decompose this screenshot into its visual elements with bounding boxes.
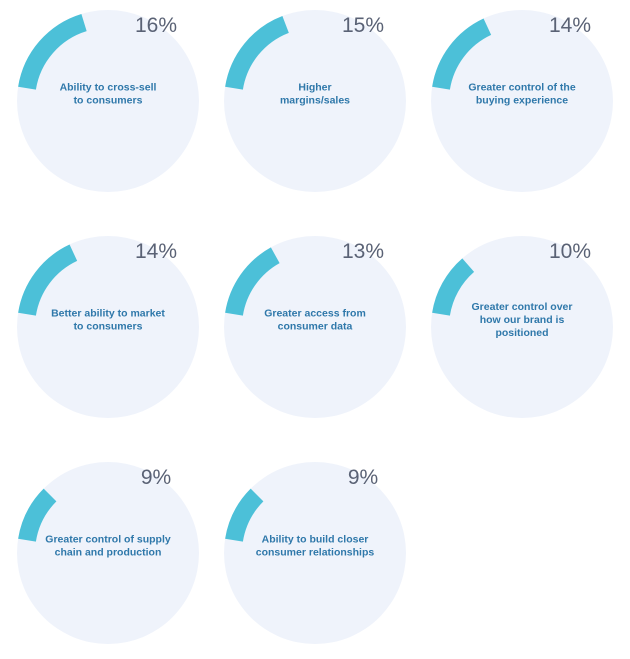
- percent-label: 16%: [135, 14, 177, 37]
- category-label: consumer data: [278, 321, 353, 333]
- gauge-track: [224, 10, 406, 192]
- category-label: buying experience: [476, 95, 568, 107]
- category-label: Greater access from: [264, 308, 366, 320]
- category-label: consumer relationships: [256, 547, 375, 559]
- gauge-arc: [225, 247, 280, 316]
- category-label: to consumers: [74, 95, 143, 107]
- gauge-arc: [432, 18, 492, 90]
- category-label: to consumers: [74, 321, 143, 333]
- gauge-track: [224, 236, 406, 418]
- gauge-track: [224, 462, 406, 644]
- percent-label: 15%: [342, 14, 384, 37]
- gauge-arc: [432, 258, 475, 316]
- category-label: how our brand is: [480, 314, 565, 326]
- gauge-track: [17, 236, 199, 418]
- category-label: chain and production: [55, 547, 162, 559]
- percent-label: 10%: [549, 240, 591, 263]
- gauge-arc: [18, 488, 57, 542]
- gauge-arc: [18, 244, 78, 316]
- category-label: Ability to cross-sell: [60, 82, 157, 94]
- percent-label: 13%: [342, 240, 384, 263]
- gauge-arc: [225, 16, 290, 90]
- percent-label: 14%: [135, 240, 177, 263]
- category-label: Greater control of supply: [45, 534, 171, 546]
- category-label: Higher: [298, 82, 331, 94]
- gauge-track: [431, 236, 613, 418]
- category-label: margins/sales: [280, 95, 350, 107]
- gauge-track: [17, 462, 199, 644]
- gauge-arc: [18, 13, 87, 90]
- percent-label: 9%: [348, 466, 378, 489]
- gauge-track: [17, 10, 199, 192]
- category-label: Greater control over: [472, 301, 573, 313]
- gauge-arc: [225, 488, 264, 542]
- category-label: Greater control of the: [468, 82, 576, 94]
- percent-label: 9%: [141, 466, 171, 489]
- gauge-track: [431, 10, 613, 192]
- percent-label: 14%: [549, 14, 591, 37]
- category-label: positioned: [495, 327, 548, 339]
- category-label: Ability to build closer: [262, 534, 369, 546]
- category-label: Better ability to market: [51, 308, 165, 320]
